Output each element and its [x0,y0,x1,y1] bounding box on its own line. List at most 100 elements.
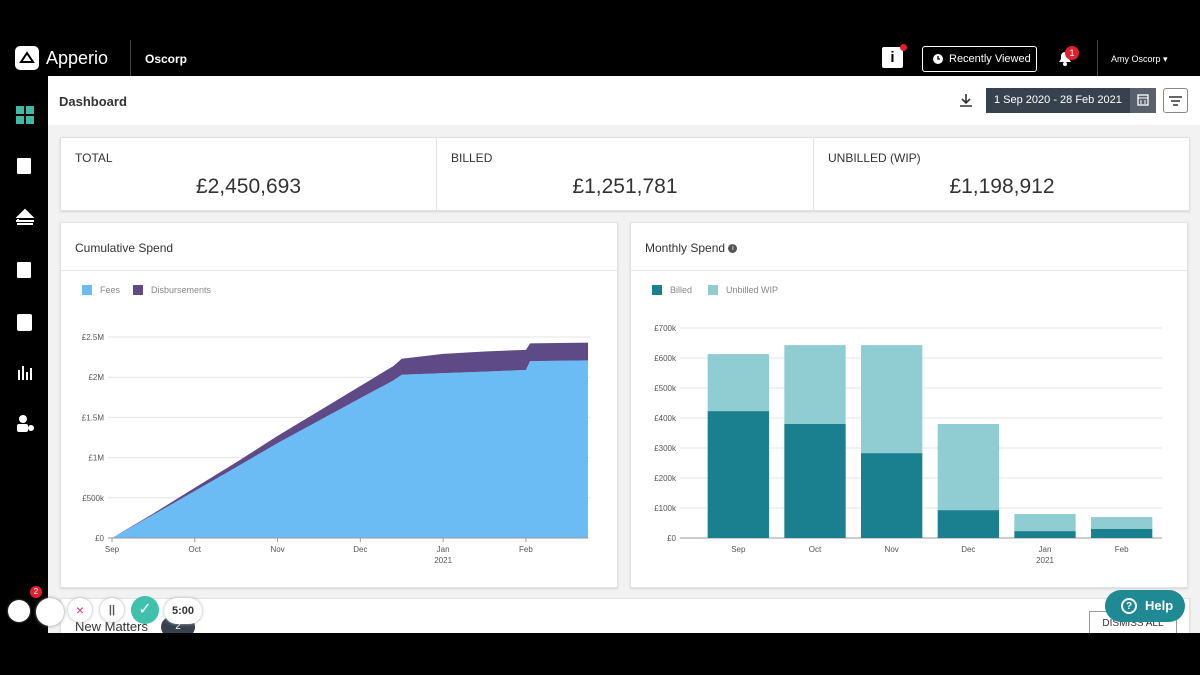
bottom-bar [0,633,1200,675]
divider [436,138,437,212]
y-tick-label: £1M [88,454,104,463]
page-title: Dashboard [59,94,127,109]
calendar-button[interactable] [1130,88,1156,113]
bar [784,424,846,538]
y-tick-label: £2M [88,373,104,382]
kpi-value: £1,198,912 [949,175,1055,198]
recently-viewed-label: Recently Viewed [949,53,1031,65]
pause-button[interactable]: || [100,598,124,622]
notification-badge: 1 [1065,46,1079,60]
legend-swatch [82,285,92,295]
legend-label: Unbilled WIP [726,285,778,295]
y-tick-label: £500k [654,384,677,393]
logo[interactable] [15,46,39,70]
date-range: 1 Sep 2020 - 28 Feb 2021 [994,94,1122,106]
x-tick-label: Sep [105,545,120,554]
bar [707,411,769,538]
kpi-label: BILLED [451,151,493,165]
x-tick-label: Jan [437,545,450,554]
bar [1091,529,1153,538]
date-range-picker[interactable]: 1 Sep 2020 - 28 Feb 2021 [986,88,1130,113]
gift-button[interactable] [8,600,30,622]
y-tick-label: £1.5M [82,413,105,422]
nav-dashboard[interactable] [16,106,34,124]
y-tick-label: £0 [667,534,676,543]
info-dot [900,44,907,51]
bar [937,510,999,538]
sidebar [0,76,48,633]
clock-icon [933,54,943,64]
x-tick-label: Sep [731,545,746,554]
bar [707,354,769,412]
nav-budgets[interactable] [17,314,32,331]
info-icon[interactable]: i [728,244,738,254]
divider [130,40,131,76]
y-tick-label: £400k [654,414,677,423]
kpi-card: TOTAL £2,450,693 BILLED £1,251,781 UNBIL… [60,137,1190,212]
kpi-label: UNBILLED (WIP) [828,151,921,165]
x-tick-label: Nov [885,545,899,554]
info-button[interactable]: i [882,47,903,68]
x-tick-label: Feb [519,545,533,554]
bar [1014,514,1076,532]
y-tick-label: £700k [654,324,677,333]
card-title: Monthly Spend i [645,241,738,255]
user-menu[interactable]: Amy Oscorp ▾ [1111,54,1168,64]
nav-invoices[interactable] [17,262,31,278]
bar [1014,531,1076,538]
card-title-text: Monthly Spend [645,241,726,255]
x-year-label: 2021 [1036,556,1054,565]
help-button[interactable]: Help [1105,590,1185,622]
x-tick-label: Jan [1039,545,1052,554]
download-button[interactable] [958,92,974,108]
divider [631,270,1187,271]
bar [784,345,846,424]
gift-badge: 2 [30,586,42,598]
sidebar-icons [15,106,35,432]
y-tick-label: £500k [82,494,105,503]
bar [1091,517,1153,529]
bar [861,345,923,454]
cancel-button[interactable]: × [68,598,92,622]
capture-button[interactable] [36,598,64,626]
nav-settings[interactable] [17,415,34,432]
confirm-button[interactable]: ✓ [131,596,159,624]
y-tick-label: £600k [654,354,677,363]
top-bar: Apperio Oscorp i Recently Viewed 1 Amy O… [0,0,1200,76]
divider [813,138,814,212]
filter-icon [1169,96,1182,106]
bar [937,424,999,511]
filter-button[interactable] [1163,88,1188,113]
bar [861,453,923,538]
kpi-label: TOTAL [75,151,113,165]
timer: 5:00 [164,598,202,624]
help-label: Help [1145,598,1174,613]
kpi-value: £1,251,781 [572,175,678,198]
y-tick-label: £2.5M [82,333,105,342]
y-tick-label: £0 [95,534,104,543]
brand: Apperio [46,48,109,68]
help-icon: ? [1121,598,1137,614]
area [112,360,588,538]
nav-matters[interactable] [17,158,31,174]
legend-swatch [652,285,662,295]
divider [1097,40,1098,76]
y-tick-label: £200k [654,474,677,483]
kpi-value: £2,450,693 [195,175,302,198]
legend-label: Disbursements [151,285,212,295]
x-year-label: 2021 [434,556,452,565]
x-tick-label: Nov [270,545,284,554]
x-tick-label: Oct [189,545,202,554]
org-name[interactable]: Oscorp [145,52,188,66]
nav-reports[interactable] [18,366,32,380]
x-tick-label: Feb [1115,545,1129,554]
legend-label: Billed [670,285,692,295]
card-title: Cumulative Spend [75,241,174,255]
recently-viewed-button[interactable]: Recently Viewed [922,46,1037,72]
nav-firms[interactable] [15,208,35,225]
user-name: Amy Oscorp [1111,54,1161,64]
calendar-icon [1137,94,1149,106]
dashboard-toolbar: Dashboard 1 Sep 2020 - 28 Feb 2021 [48,76,1200,125]
logo-icon [19,51,35,63]
